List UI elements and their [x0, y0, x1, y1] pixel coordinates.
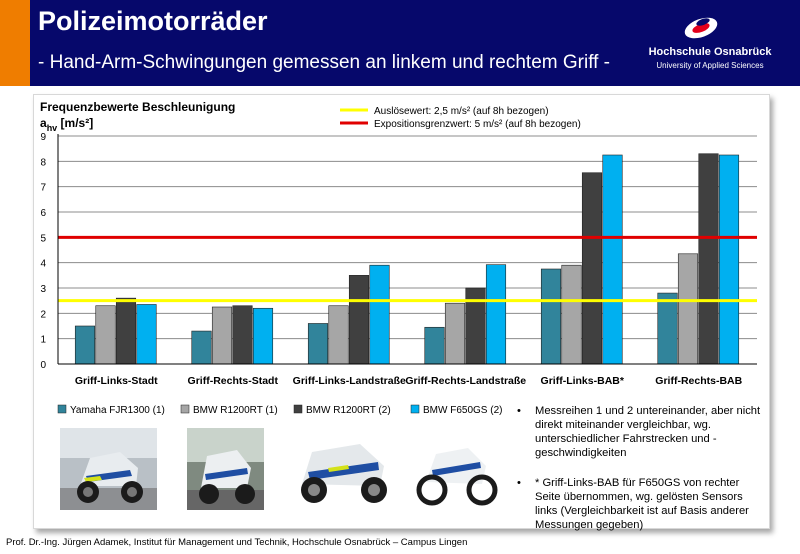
- bar: [602, 154, 623, 365]
- y-axis-label-main: a: [40, 116, 47, 130]
- series-legend-swatch: [410, 404, 420, 414]
- x-tick-label: Griff-Links-BAB*: [541, 375, 625, 387]
- bar: [211, 306, 233, 365]
- bar: [369, 264, 390, 365]
- y-tick-label: 8: [40, 157, 46, 168]
- series-legend-label: BMW R1200RT (2): [306, 405, 391, 416]
- bar: [191, 330, 212, 365]
- chart-notes: Messreihen 1 und 2 untereinander, aber n…: [513, 404, 763, 548]
- note-sensor: * Griff-Links-BAB für F650GS von rechter…: [513, 476, 763, 532]
- bar: [307, 323, 329, 365]
- x-tick-labels: Griff-Links-Stadt Griff-Rechts-Stadt Griff…: [75, 375, 743, 387]
- bmw-f650gs-photo: [410, 428, 500, 510]
- logo-subtitle: University of Applied Sciences: [656, 61, 764, 70]
- bar: [561, 264, 582, 365]
- header-accent: [0, 0, 30, 86]
- chart-title: Frequenzbewerte Beschleunigung: [40, 100, 235, 114]
- bar: [348, 275, 370, 365]
- reference-legend-label: Expositionsgrenzwert: 5 m/s² (auf 8h bez…: [374, 119, 581, 130]
- y-tick-labels: 0 1 2 3 4 5 6 7 8 9: [40, 132, 46, 371]
- footer-text: Prof. Dr.-Ing. Jürgen Adamek, Institut f…: [6, 537, 468, 548]
- bar: [95, 305, 116, 365]
- page-subtitle: - Hand-Arm-Schwingungen gemessen an link…: [38, 52, 611, 73]
- bar: [115, 297, 137, 365]
- series-legend-swatch: [293, 404, 303, 414]
- x-tick-label: Griff-Rechts-Landstraße: [405, 375, 526, 387]
- bar: [252, 307, 274, 365]
- x-tick-label: Griff-Rechts-BAB: [655, 375, 742, 387]
- series-legend-label: Yamaha FJR1300 (1): [70, 405, 165, 416]
- yamaha-fjr1300-photo: [60, 428, 157, 510]
- university-logo: Hochschule Osnabrück University of Appli…: [625, 8, 795, 72]
- bar: [657, 292, 678, 365]
- series-legend-label: BMW R1200RT (1): [193, 405, 278, 416]
- bar: [718, 154, 740, 365]
- bar: [485, 264, 507, 365]
- series-legend-swatch: [180, 404, 190, 414]
- x-tick-label: Griff-Links-Stadt: [75, 375, 158, 387]
- chart-bars: [74, 153, 740, 365]
- y-tick-label: 9: [40, 132, 46, 143]
- y-tick-label: 6: [40, 208, 46, 219]
- series-legend-swatch: [57, 404, 67, 414]
- reference-lines: [58, 235, 757, 303]
- x-tick-label: Griff-Links-Landstraße: [293, 375, 406, 387]
- series-legend: Yamaha FJR1300 (1) BMW R1200RT (1) BMW R12…: [57, 404, 502, 416]
- chart-grid: [58, 135, 757, 365]
- bmw-r1200rt-1-photo: [187, 428, 264, 510]
- reference-legend: Auslösewert: 2,5 m/s² (auf 8h bezogen) Ex…: [340, 106, 581, 130]
- chart-axes: [57, 134, 757, 365]
- bmw-r1200rt-2-photo: [288, 428, 396, 510]
- bar: [677, 253, 699, 365]
- bar: [540, 268, 562, 365]
- y-axis-label: ahv [m/s²]: [40, 116, 93, 133]
- bar: [581, 172, 603, 365]
- bar: [698, 153, 719, 365]
- series-legend-label: BMW F650GS (2): [423, 405, 502, 416]
- bar: [444, 302, 466, 365]
- logo-name: Hochschule Osnabrück: [648, 46, 772, 58]
- y-tick-label: 3: [40, 284, 46, 295]
- y-tick-label: 5: [40, 233, 46, 244]
- page-title: Polizeimotorräder: [38, 6, 268, 36]
- header-bar: Polizeimotorräder - Hand-Arm-Schwingunge…: [0, 0, 800, 86]
- y-tick-label: 2: [40, 309, 46, 320]
- x-tick-label: Griff-Rechts-Stadt: [188, 375, 279, 387]
- bar: [136, 304, 157, 365]
- bar: [232, 305, 253, 365]
- y-tick-label: 0: [40, 360, 46, 371]
- bar: [328, 305, 349, 365]
- reference-legend-label: Auslösewert: 2,5 m/s² (auf 8h bezogen): [374, 106, 549, 117]
- y-axis-label-unit: [m/s²]: [57, 116, 93, 130]
- bar: [74, 325, 96, 365]
- y-tick-label: 1: [40, 335, 46, 346]
- note-comparability: Messreihen 1 und 2 untereinander, aber n…: [513, 404, 763, 460]
- bar: [424, 326, 445, 365]
- hochschule-logo-icon: [684, 17, 718, 39]
- y-tick-label: 4: [40, 259, 46, 270]
- y-tick-label: 7: [40, 183, 46, 194]
- y-axis-label-sub: hv: [47, 123, 58, 133]
